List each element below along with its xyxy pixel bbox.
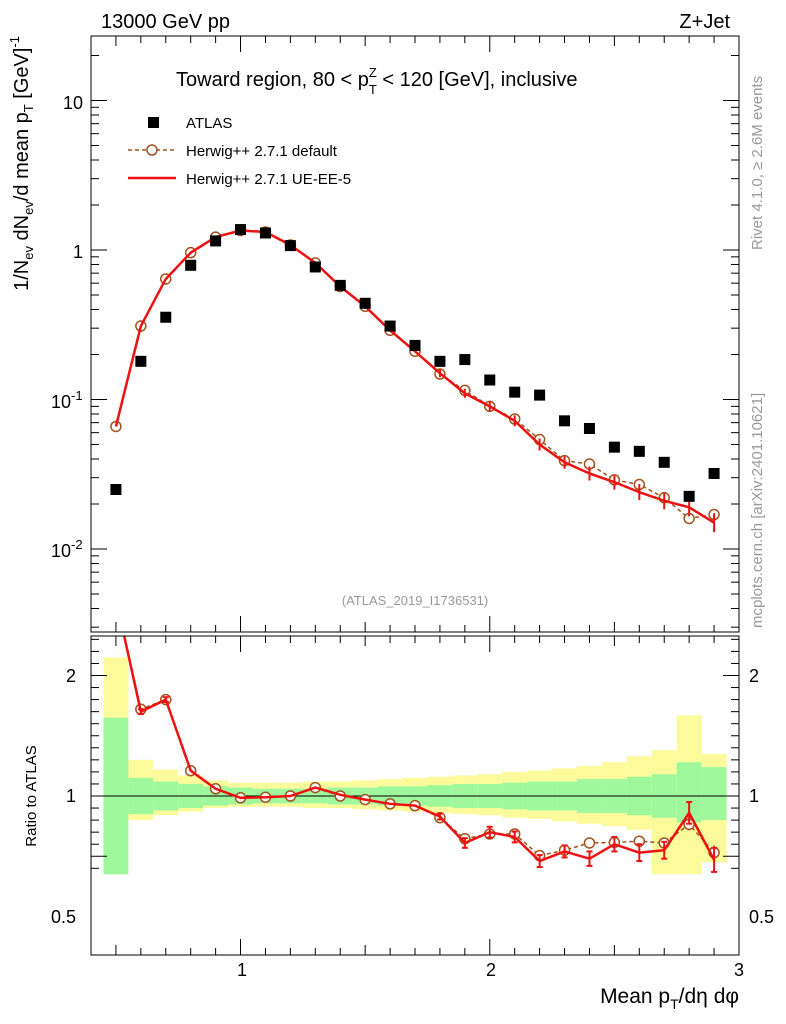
herwig-ue-series-line (114, 229, 715, 524)
ratio-default-point (111, 593, 121, 603)
atlas-data-point (259, 227, 271, 239)
y-tick-label-0.1: 10-1 (51, 388, 83, 412)
energy-label: 13000 GeV pp (101, 11, 230, 33)
atlas-data-point (509, 386, 521, 398)
x-tick-label-3: 3 (734, 960, 744, 980)
atlas-data-point (160, 311, 172, 323)
legend-atlas-label: ATLAS (186, 115, 232, 132)
legend-default-label: Herwig++ 2.7.1 default (186, 143, 338, 160)
ratio-axis-ticks (90, 636, 740, 955)
atlas-data-point (608, 441, 620, 453)
main-data-points (110, 224, 720, 502)
ratio-y-tick-0.5-left: 0.5 (51, 907, 76, 927)
atlas-data-point (708, 467, 720, 479)
herwig-default-series-line (115, 229, 715, 520)
analysis-tag: (ATLAS_2019_I1736531) (342, 593, 488, 608)
main-axis-ticks (90, 36, 740, 632)
atlas-data-point (185, 259, 197, 271)
atlas-data-point (583, 422, 595, 434)
atlas-data-point (658, 456, 670, 468)
ratio-y-tick-1-left: 1 (66, 786, 76, 806)
atlas-data-point (284, 240, 296, 252)
atlas-data-point (434, 355, 446, 367)
ratio-plot-panel: 2 1 0.5 2 1 0.5 1 2 3 Ratio to ATLAS Mea… (23, 593, 774, 1012)
legend-default-marker (146, 144, 158, 156)
atlas-data-point (359, 297, 371, 309)
main-y-axis-label: 1/Nev dNev/d mean pT [GeV]-1 (7, 36, 36, 291)
legend: ATLAS Herwig++ 2.7.1 default Herwig++ 2.… (128, 115, 351, 188)
x-tick-label-2: 2 (486, 960, 496, 980)
main-plot-frame (90, 35, 740, 633)
x-axis-label: Mean pT/dη dφ (600, 985, 739, 1012)
atlas-data-point (110, 484, 122, 496)
atlas-data-point (334, 279, 346, 291)
atlas-data-point (384, 320, 396, 332)
herwig-default-line (110, 224, 720, 525)
atlas-data-point (135, 355, 147, 367)
legend-atlas-marker (148, 117, 159, 128)
atlas-data-point (683, 490, 695, 502)
legend-ue-label: Herwig++ 2.7.1 UE-EE-5 (186, 171, 351, 188)
atlas-data-point (235, 224, 247, 236)
ratio-y-tick-2-left: 2 (66, 666, 76, 686)
atlas-data-point (484, 374, 496, 386)
ratio-herwig-ue (122, 636, 718, 873)
atlas-data-point (559, 415, 571, 427)
ratio-y-tick-0.5-right: 0.5 (749, 907, 774, 927)
ratio-default-point (583, 837, 596, 849)
ratio-plot-frame (90, 635, 740, 956)
atlas-data-point (309, 261, 321, 273)
y-tick-label-0.01: 10-2 (51, 537, 83, 561)
process-label: Z+Jet (679, 11, 730, 33)
mcplots-reference-label: mcplots.cern.ch [arXiv:2401.10621] (749, 393, 766, 628)
y-tick-label-1: 1 (73, 242, 83, 262)
atlas-data-point (409, 339, 421, 351)
atlas-data-point (534, 389, 546, 401)
atlas-data-point (459, 354, 471, 366)
chart-title: Toward region, 80 < pZ T < 120 [GeV], inc… (176, 65, 577, 97)
rivet-version-label: Rivet 4.1.0, ≥ 2.6M events (749, 76, 766, 250)
atlas-data-point (210, 235, 222, 247)
main-plot-panel: Toward region, 80 < pZ T < 120 [GeV], inc… (7, 35, 740, 633)
x-tick-label-1: 1 (237, 960, 247, 980)
ratio-green-band-bin (701, 767, 727, 821)
ratio-y-tick-1-right: 1 (749, 786, 759, 806)
herwig-ue-line (114, 229, 716, 533)
ratio-y-axis-label: Ratio to ATLAS (23, 745, 40, 846)
y-tick-label-10: 10 (63, 93, 83, 113)
atlas-data-point (633, 445, 645, 457)
ratio-y-tick-2-right: 2 (749, 666, 759, 686)
